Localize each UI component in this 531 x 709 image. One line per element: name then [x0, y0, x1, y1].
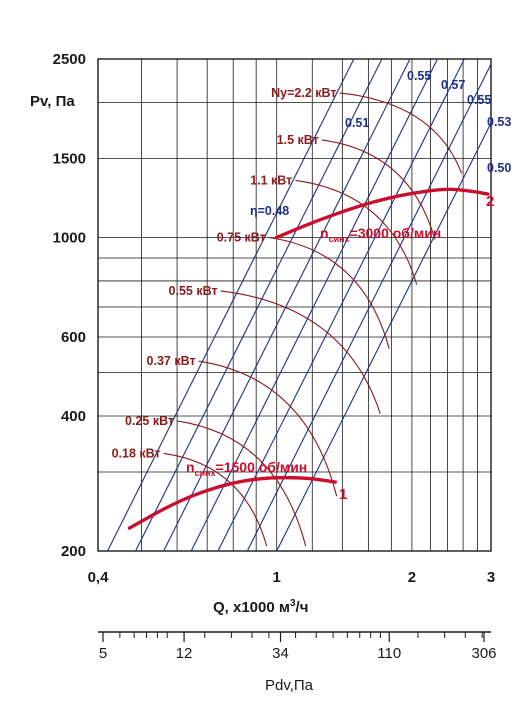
series-curve-2 [275, 187, 490, 240]
efficiency-label: 0.55 [467, 93, 491, 107]
power-label: Ny=2.2 кВт [271, 86, 336, 100]
efficiency-label: 0.55 [407, 69, 431, 83]
power-curve [295, 179, 418, 285]
axis-ticks: 200 400 600 1000 1500 2500 0,4 1 2 3 [53, 51, 496, 586]
y-tick-label: 1000 [53, 229, 86, 246]
pdv-tick-label: 34 [272, 645, 289, 662]
power-label: 0.18 кВт [112, 446, 161, 460]
speed-label-suffix: =3000 об/мин [350, 225, 442, 241]
y-tick-label: 200 [61, 543, 86, 560]
speed-label: nсинх=3000 об/мин [320, 225, 441, 244]
power-label: 0.25 кВт [125, 414, 174, 428]
power-label: 0.75 кВт [217, 230, 266, 244]
pdv-scale: 5 12 34 110 306 [98, 631, 497, 662]
grid [98, 58, 492, 552]
power-label: 0.37 кВт [147, 354, 196, 368]
speed-label-sub: синх [195, 468, 216, 478]
x-tick-label: 0,4 [88, 569, 110, 586]
speed-label: nсинх=1500 об/мин [186, 459, 307, 478]
series-curve-1 [127, 475, 337, 530]
x-axis-title: Q, x1000 м3/ч [213, 598, 308, 616]
power-curve [321, 139, 436, 240]
efficiency-line [163, 58, 411, 552]
speed-label-sub: синх [329, 234, 350, 244]
y-tick-label: 1500 [53, 151, 86, 168]
power-curve [220, 290, 381, 414]
x-axis-title-sup: 3 [290, 598, 296, 609]
power-label: 0.55 кВт [169, 284, 218, 298]
power-label: 1.1 кВт [250, 173, 292, 187]
series-number-label: 2 [486, 193, 494, 210]
pdv-tick-label: 110 [377, 645, 401, 662]
y-tick-label: 2500 [53, 51, 86, 68]
x-tick-label: 1 [273, 569, 281, 586]
efficiency-line [190, 58, 438, 552]
speed-label-prefix: n [320, 225, 329, 241]
y-tick-label: 600 [61, 329, 86, 346]
speed-label-prefix: n [186, 459, 195, 475]
x-tick-label: 2 [408, 569, 416, 586]
power-curve [268, 236, 390, 349]
efficiency-line [135, 58, 383, 552]
efficiency-label: 0.50 [487, 161, 511, 175]
x-tick-label: 3 [487, 569, 495, 586]
efficiency-label: η=0.48 [250, 204, 289, 218]
pdv-tick-label: 5 [99, 645, 107, 662]
pdv-axis-title: Pdv,Па [265, 677, 314, 694]
efficiency-label: 0.53 [487, 115, 511, 129]
series-number-label: 1 [339, 486, 347, 503]
y-axis-title: Pv, Па [30, 93, 75, 110]
power-curve [339, 92, 463, 174]
power-curve [198, 360, 338, 497]
power-curves: 0.18 кВт 0.25 кВт 0.37 кВт 0.55 кВт 0.75 кВт… [112, 86, 463, 547]
pdv-tick-label: 12 [176, 645, 193, 662]
efficiency-line [217, 58, 465, 552]
efficiency-line [107, 58, 355, 552]
x-axis-title-prefix: Q, x1000 м [213, 599, 290, 616]
efficiency-lines: η=0.480.510.550.570.550.530.50 [107, 58, 511, 552]
efficiency-label: 0.57 [441, 78, 465, 92]
pdv-tick-label: 306 [471, 645, 496, 662]
power-curve [177, 420, 307, 547]
speed-label-suffix: =1500 об/мин [216, 459, 308, 475]
y-tick-label: 400 [61, 408, 86, 425]
x-axis-title-suffix: /ч [296, 599, 309, 616]
efficiency-line [246, 63, 492, 552]
power-label: 1.5 кВт [277, 133, 319, 147]
efficiency-label: 0.51 [345, 116, 369, 130]
